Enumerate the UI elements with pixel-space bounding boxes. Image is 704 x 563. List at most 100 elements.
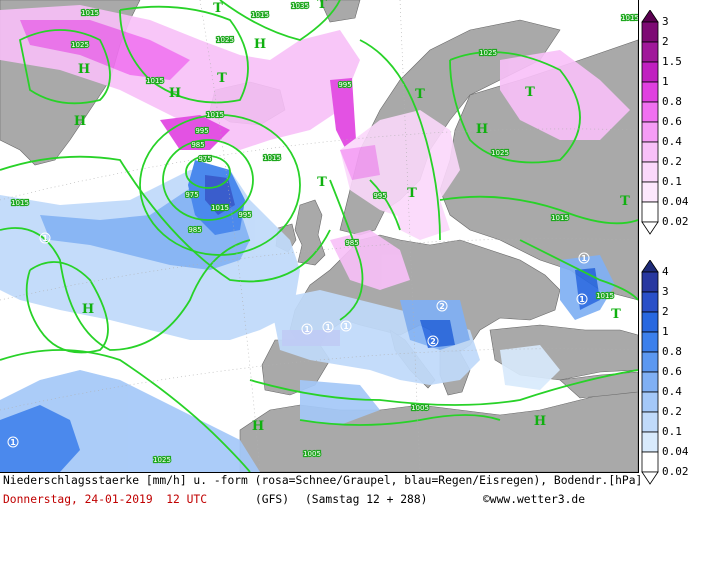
precip-marker-ring (427, 335, 439, 347)
pressure-label: 975 (185, 191, 198, 199)
isobar-1025-high (25, 261, 109, 354)
isobar-1015-south (0, 349, 251, 472)
snow-precipitation (0, 5, 630, 346)
pressure-label: 975 (198, 155, 211, 163)
pressure-label: 1015 (596, 292, 614, 300)
high-pressure-marker: H (78, 62, 90, 77)
rain-legend-label: 3 (662, 285, 669, 298)
pressure-label: 985 (345, 239, 358, 247)
weather-map: 1015 1025 1015 995 985 975 1015 1015 1025 995 985 9… (0, 0, 639, 473)
isobars (0, 0, 638, 472)
precip-marker: 1 (304, 325, 310, 334)
low-pressure-marker: T (611, 307, 621, 322)
low-pressure-marker: T (620, 194, 630, 209)
precip-marker-ring (576, 293, 588, 305)
rain-legend-label: 0.1 (662, 425, 682, 438)
pressure-label: 1025 (153, 456, 171, 464)
rain-legend-label: 1 (662, 325, 669, 338)
pressure-label: 1015 (206, 111, 224, 119)
isobar-1015-atlantic (0, 227, 251, 351)
snow-legend-swatch (641, 41, 659, 63)
snow-legend-swatch (641, 161, 659, 183)
precip-marker-ring (436, 300, 448, 312)
snow-legend-label: 0.2 (662, 155, 682, 168)
rain-legend-label: 0.6 (662, 365, 682, 378)
high-pressure-marker: H (476, 122, 488, 137)
pressure-label: 1015 (11, 199, 29, 207)
isobar-1025-greenland (18, 29, 111, 105)
snow-legend-label: 0.1 (662, 175, 682, 188)
precip-marker-ring (340, 320, 352, 332)
rain-legend-bar (641, 260, 659, 485)
snow-legend-label: 3 (662, 15, 669, 28)
pressure-label: 1035 (291, 2, 309, 10)
middle-east (559, 371, 638, 399)
rain-legend-swatch (641, 331, 659, 353)
snow-legend-label: 1.5 (662, 55, 682, 68)
rain-legend: 4 3 2 1 0.8 0.6 0.4 0.2 0.1 0.04 0.02 (640, 260, 704, 488)
low-pressure-marker: T (415, 87, 425, 102)
pressure-label: 995 (238, 211, 251, 219)
snow-legend-label: 2 (662, 35, 669, 48)
snow-legend-cap-top (641, 10, 659, 23)
rain-legend-swatch (641, 431, 659, 453)
high-pressure-marker: H (82, 302, 94, 317)
isobar-low-985 (162, 139, 254, 221)
pressure-label: 1025 (71, 41, 89, 49)
low-pressure-marker: T (317, 0, 327, 12)
snow-legend-swatch (641, 141, 659, 163)
isobar-1015-east (439, 195, 638, 225)
isobar-1005-south (299, 414, 501, 426)
low-pressure-marker: T (525, 85, 535, 100)
precipitation-markers: 1 1 1 1 1 2 2 1 1 (7, 232, 590, 448)
latitude-lines (0, 0, 638, 472)
pressure-label: 995 (195, 127, 208, 135)
pressure-label: 995 (338, 81, 351, 89)
model-name: (GFS) (255, 493, 290, 506)
rain-legend-swatch (641, 451, 659, 473)
pressure-label: 1015 (146, 77, 164, 85)
rain-legend-swatch (641, 391, 659, 413)
pressure-label: 1015 (263, 154, 281, 162)
snow-legend-swatch (641, 121, 659, 143)
rain-legend-label: 0.8 (662, 345, 682, 358)
precip-marker-ring (39, 232, 51, 244)
isobar-985-baltic (369, 179, 401, 231)
snow-legend-label: 1 (662, 75, 669, 88)
precip-marker: 2 (439, 302, 445, 311)
pressure-label: 1015 (551, 214, 569, 222)
pressure-label: 1015 (251, 11, 269, 19)
precip-marker: 1 (343, 322, 349, 331)
rain-precipitation (0, 160, 615, 472)
pressure-label: 985 (188, 226, 201, 234)
pressure-label: 1015 (81, 9, 99, 17)
precip-marker-ring (301, 323, 313, 335)
forecast-step: (Samstag 12 + 288) (305, 493, 428, 506)
high-pressure-marker: H (254, 37, 266, 52)
high-pressure-marker: H (74, 114, 86, 129)
high-pressure-marker: H (252, 419, 264, 434)
caption-meta: Donnerstag, 24-01-2019 12 UTC (GFS) (Sam… (3, 493, 635, 563)
pressure-labels: 1015 1025 1015 995 985 975 1015 1015 1025 995 985 9… (10, 1, 638, 465)
pressure-label: 1025 (491, 149, 509, 157)
isobar-1005-west (0, 155, 331, 283)
isobar-1025-russia (449, 51, 581, 164)
precip-marker-ring (578, 252, 590, 264)
source-credit: ©www.wetter3.de (483, 493, 586, 506)
pressure-label: 1015 (211, 204, 229, 212)
pressure-label: 995 (373, 192, 386, 200)
rain-legend-swatch (641, 411, 659, 433)
rain-legend-swatch (641, 371, 659, 393)
pressure-label: 1025 (216, 36, 234, 44)
rain-legend-label: 0.4 (662, 385, 682, 398)
rain-legend-swatch (641, 291, 659, 313)
snow-legend-swatch (641, 201, 659, 223)
rain-legend-label: 0.04 (662, 445, 689, 458)
rain-legend-cap-bottom (641, 471, 659, 485)
low-pressure-marker: T (213, 1, 223, 16)
isobar-1015-asia (519, 239, 638, 301)
snow-legend-swatch (641, 61, 659, 83)
snow-legend: 3 2 1.5 1 0.8 0.6 0.4 0.2 0.1 0.04 0.02 (640, 10, 704, 240)
caption-description: Niederschlagsstaerke [mm/h] u. -form (ro… (3, 474, 643, 487)
precip-marker: 1 (581, 254, 587, 263)
